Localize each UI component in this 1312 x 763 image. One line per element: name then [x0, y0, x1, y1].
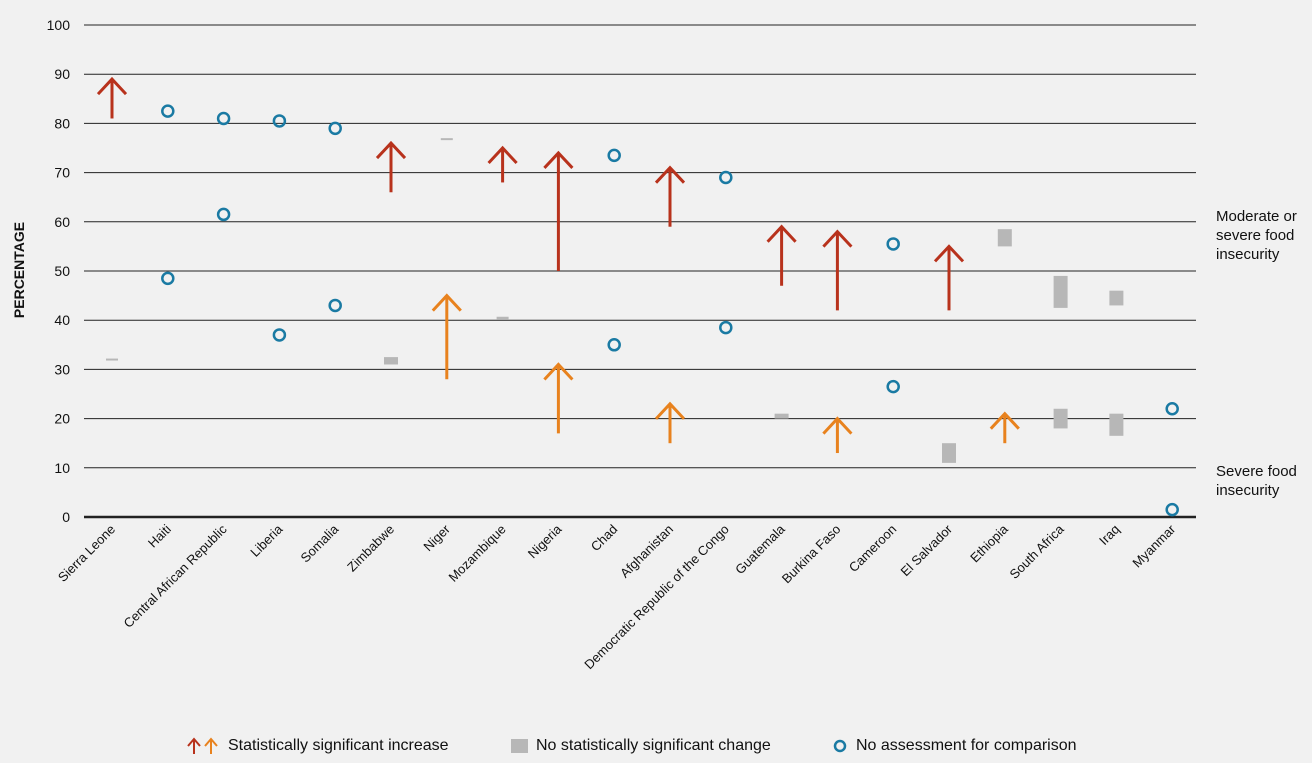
label-severe: Severe food insecurity — [1216, 463, 1297, 499]
y-tick-label: 70 — [54, 165, 70, 181]
no-change-bar — [1109, 413, 1124, 436]
no-assessment-point — [1165, 402, 1179, 416]
increase-arrow-head — [375, 140, 407, 160]
legend-no-change-label: No statistically significant change — [536, 737, 771, 754]
increase-arrow-head — [933, 244, 965, 263]
x-category-label: South Africa — [1007, 521, 1068, 582]
x-category-label: Ethiopia — [967, 521, 1011, 565]
legend-no-assessment-label: No assessment for comparison — [856, 737, 1077, 754]
no-assessment-point — [272, 328, 287, 342]
legend-no-assessment: No assessment for comparison — [832, 737, 1077, 755]
y-tick-label: 90 — [54, 66, 70, 82]
increase-arrow-head — [766, 224, 797, 243]
y-tick-label: 50 — [54, 263, 70, 279]
no-change-bar — [997, 229, 1012, 247]
legend-increase-label: Statistically significant increase — [228, 737, 449, 754]
legend-increase-arrows-icon — [187, 737, 218, 754]
y-tick-label: 10 — [54, 460, 70, 476]
no-assessment-point — [328, 298, 342, 313]
no-assessment-point — [1165, 502, 1179, 517]
y-tick-label: 30 — [54, 361, 70, 377]
legend-increase: Statistically significant increase — [186, 737, 449, 755]
increase-arrow-head — [822, 229, 853, 248]
x-category-label: Central African Republic — [120, 521, 230, 631]
no-change-bar — [106, 358, 118, 361]
legend-no-assessment-circle-icon — [833, 739, 847, 753]
x-category-label: Iraq — [1096, 522, 1122, 548]
x-category-label: Chad — [588, 522, 621, 555]
legend-no-change-square-icon — [511, 739, 528, 753]
y-tick-label: 60 — [54, 214, 70, 230]
x-category-label: Niger — [420, 521, 453, 554]
no-change-bar — [496, 316, 509, 320]
label-moderate-or-severe: Moderate or severe food insecurity — [1216, 208, 1297, 263]
no-change-bar — [1053, 275, 1068, 308]
y-tick-label: 100 — [47, 17, 71, 33]
increase-arrow-head — [822, 416, 853, 435]
increase-arrow-head — [487, 145, 518, 165]
no-assessment-point — [607, 148, 621, 163]
legend-no-change: No statistically significant change — [511, 737, 771, 755]
x-category-label: Somalia — [298, 521, 342, 565]
x-category-label: Guatemala — [732, 521, 788, 577]
y-tick-label: 40 — [54, 312, 70, 328]
no-assessment-point — [719, 170, 733, 185]
no-assessment-point — [886, 379, 900, 394]
no-change-bar — [942, 443, 956, 463]
increase-arrow-head — [654, 401, 686, 420]
x-category-label: Zimbabwe — [344, 522, 397, 575]
no-change-bar — [1109, 290, 1124, 306]
no-change-bar — [384, 357, 398, 365]
x-category-label: Cameroon — [846, 522, 900, 576]
x-category-label: Sierra Leone — [55, 522, 118, 585]
no-assessment-point — [161, 104, 175, 118]
increase-arrow-head — [543, 150, 574, 169]
y-tick-label: 20 — [54, 411, 70, 427]
x-category-label: El Salvador — [898, 521, 956, 579]
no-assessment-point — [272, 114, 287, 128]
no-assessment-point — [328, 121, 342, 136]
x-category-label: Haiti — [145, 521, 174, 550]
y-tick-label: 0 — [62, 509, 70, 525]
x-category-label: Burkina Faso — [779, 522, 844, 587]
no-change-bar — [440, 138, 453, 141]
x-category-label: Myanmar — [1129, 521, 1178, 570]
no-assessment-point — [216, 111, 231, 126]
increase-arrow-head — [654, 165, 686, 184]
no-assessment-point — [161, 271, 175, 286]
no-assessment-point — [607, 338, 621, 352]
increase-arrow-head — [96, 76, 128, 96]
y-tick-label: 80 — [54, 115, 70, 131]
no-assessment-point — [886, 237, 900, 251]
increase-arrow-head — [543, 362, 574, 381]
no-change-bar — [1053, 408, 1068, 429]
no-assessment-point — [216, 207, 231, 222]
y-axis-label: PERCENTAGE — [11, 222, 27, 318]
no-assessment-point — [719, 320, 733, 335]
increase-arrow-head — [431, 293, 462, 312]
no-change-bar — [774, 413, 789, 419]
x-category-label: Liberia — [247, 521, 286, 560]
x-category-label: Nigeria — [525, 521, 565, 561]
x-category-label: Afghanistan — [617, 522, 676, 581]
x-category-label: Mozambique — [445, 522, 508, 585]
increase-arrow-head — [989, 411, 1020, 430]
